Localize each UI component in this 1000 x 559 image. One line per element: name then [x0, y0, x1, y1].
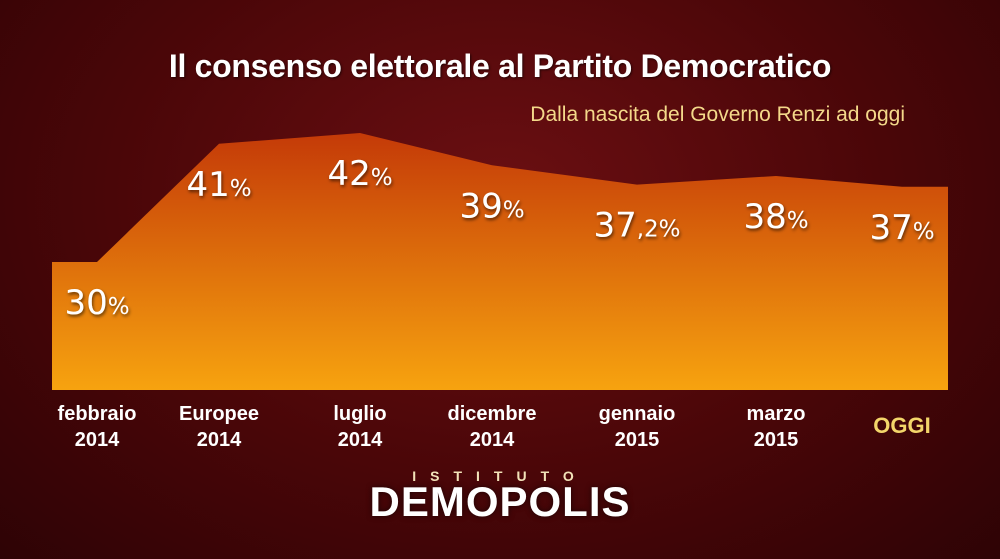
data-label: 41% — [186, 165, 251, 205]
logo-demopolis-text: DEMOPOLIS — [369, 478, 631, 525]
data-label: 38% — [743, 197, 808, 237]
data-label: 30% — [64, 283, 129, 323]
chart-subtitle: Dalla nascita del Governo Renzi ad oggi — [530, 103, 905, 126]
area-series — [52, 133, 948, 390]
chart-title: Il consenso elettorale al Partito Democr… — [168, 48, 832, 84]
x-tick-label: dicembre 2014 — [448, 403, 537, 451]
data-label: 37% — [869, 208, 934, 248]
x-tick-label: marzo 2015 — [747, 403, 806, 451]
x-tick-label: febbraio 2014 — [58, 403, 137, 451]
logo-istituto-text: ISTITUTO — [412, 468, 588, 484]
data-label: 42% — [327, 154, 392, 194]
data-label: 37,2% — [593, 206, 680, 246]
x-tick-label: luglio 2014 — [333, 403, 386, 451]
x-tick-label: OGGI — [873, 413, 930, 438]
data-label: 39% — [459, 186, 524, 226]
x-tick-label: gennaio 2015 — [599, 403, 676, 451]
x-tick-label: Europee 2014 — [179, 403, 259, 451]
